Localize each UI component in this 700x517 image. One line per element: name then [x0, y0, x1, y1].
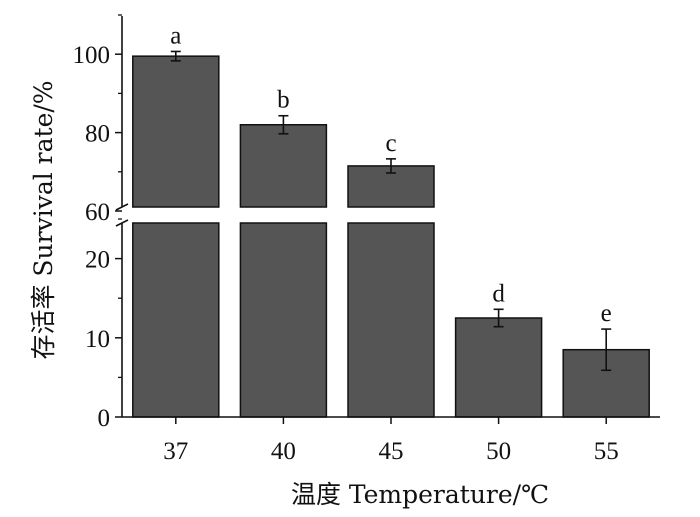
bar-40-lower	[239, 222, 328, 418]
y-axis-break-marks	[115, 203, 129, 227]
significance-label-37: a	[170, 22, 181, 49]
error-bar-50	[493, 308, 504, 328]
x-tick-label-40: 40	[271, 438, 296, 465]
error-bar-37	[170, 50, 181, 62]
x-tick-label-50: 50	[486, 438, 511, 465]
error-bar-55	[601, 328, 612, 372]
bar-45-lower	[347, 222, 435, 418]
y-tick-label-10: 10	[85, 326, 110, 353]
significance-label-55: e	[601, 300, 612, 327]
bars-group	[132, 55, 650, 418]
error-bars-group	[170, 50, 612, 372]
bar-37-upper	[132, 55, 220, 208]
significance-label-40: b	[277, 87, 290, 114]
bar-50	[454, 317, 543, 418]
x-tick-label-37: 37	[163, 438, 188, 465]
bar-40-upper	[239, 124, 328, 208]
x-tick-label-45: 45	[379, 438, 404, 465]
bar-37-lower	[132, 222, 220, 418]
y-tick-label-60: 60	[85, 199, 110, 226]
significance-labels-group: a b c d e	[170, 22, 612, 327]
x-axis-label: 温度 Temperature/℃	[291, 480, 549, 509]
y-tick-label-100: 100	[73, 42, 111, 69]
y-axis-label: 存活率 Survival rate/%	[29, 80, 58, 359]
y-tick-label-0: 0	[98, 405, 111, 432]
significance-label-45: c	[385, 130, 396, 157]
error-bar-40	[278, 114, 289, 135]
significance-label-50: d	[492, 280, 505, 307]
error-bar-45	[386, 158, 396, 174]
y-tick-label-20: 20	[85, 247, 110, 274]
x-tick-label-55: 55	[594, 438, 619, 465]
y-tick-label-80: 80	[85, 121, 110, 148]
axes-group: 37 40 45 50 55 0 10 20 60 80 100	[73, 14, 660, 465]
